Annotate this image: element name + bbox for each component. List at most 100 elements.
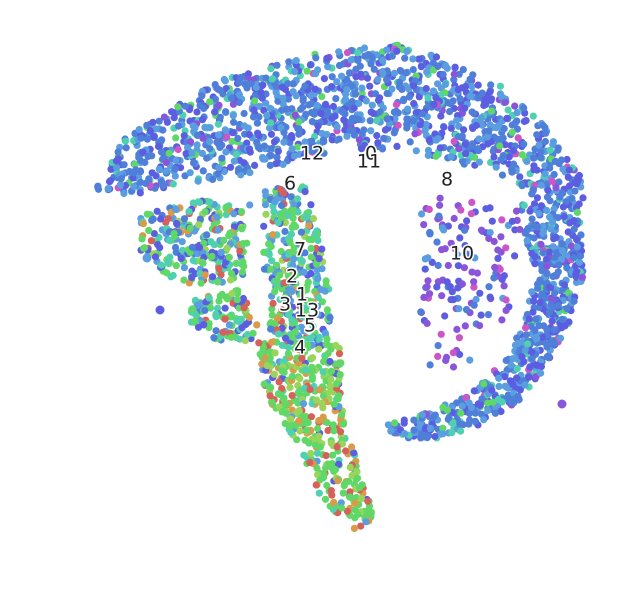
scatter-point (235, 98, 243, 107)
scatter-point (393, 47, 401, 55)
scatter-point (537, 369, 545, 377)
scatter-point (169, 180, 177, 188)
scatter-point (437, 330, 445, 338)
scatter-point (524, 340, 532, 348)
scatter-point (222, 108, 230, 116)
scatter-point (516, 173, 524, 181)
scatter-point (308, 373, 316, 381)
scatter-point (535, 209, 543, 218)
scatter-point (282, 105, 290, 113)
scatter-point (135, 153, 143, 161)
scatter-point (328, 114, 336, 122)
scatter-point (286, 286, 294, 294)
scatter-point (220, 75, 228, 84)
scatter-point (403, 124, 411, 132)
scatter-point (409, 55, 417, 63)
scatter-point (318, 93, 326, 101)
scatter-point (150, 230, 158, 238)
scatter-point (244, 124, 252, 132)
scatter-point (238, 225, 246, 233)
scatter-point (560, 281, 569, 289)
scatter-point (424, 277, 432, 285)
scatter-point (433, 283, 441, 291)
scatter-point (189, 256, 197, 265)
scatter-point (237, 171, 245, 179)
scatter-point (343, 49, 352, 57)
scatter-point (190, 159, 198, 167)
scatter-point (450, 214, 458, 223)
scatter-point (513, 109, 521, 117)
scatter-point (392, 101, 400, 109)
scatter-point (298, 257, 306, 265)
scatter-point (531, 253, 539, 261)
scatter-point (559, 189, 567, 197)
scatter-point (321, 329, 329, 337)
scatter-point (335, 48, 343, 56)
scatter-point (316, 386, 324, 394)
scatter-point (288, 372, 296, 380)
scatter-point (298, 354, 306, 362)
scatter-point (579, 194, 587, 202)
scatter-point (243, 84, 251, 92)
scatter-point (322, 340, 330, 348)
scatter-point (471, 417, 479, 425)
scatter-point (245, 145, 253, 153)
scatter-point (367, 60, 375, 68)
scatter-point (355, 116, 363, 124)
scatter-point (205, 138, 214, 146)
scatter-point (338, 410, 346, 419)
scatter-point (441, 312, 449, 320)
scatter-point (288, 224, 296, 232)
scatter-point (417, 63, 425, 71)
scatter-point (422, 85, 430, 93)
scatter-point (273, 153, 281, 161)
scatter-point (94, 182, 102, 190)
scatter-point (512, 207, 521, 215)
scatter-point (538, 290, 546, 298)
scatter-point (565, 166, 574, 174)
scatter-point (271, 198, 279, 206)
scatter-point (218, 154, 226, 162)
scatter-point (172, 156, 180, 164)
scatter-point (418, 210, 426, 218)
cluster-label: 2 (286, 266, 298, 288)
scatter-point (513, 365, 521, 373)
scatter-point (305, 439, 313, 447)
scatter-point (151, 253, 160, 261)
scatter-point (478, 410, 486, 418)
scatter-point (363, 507, 371, 515)
scatter-point (532, 315, 540, 323)
scatter-point (260, 142, 268, 150)
scatter-point (278, 306, 286, 314)
scatter-point (250, 106, 258, 114)
scatter-point (338, 440, 346, 448)
scatter-point (417, 308, 425, 316)
scatter-point (529, 186, 537, 194)
scatter-point (268, 398, 276, 406)
scatter-point (294, 124, 302, 132)
scatter-point (546, 146, 554, 154)
cluster-label: 11 (357, 151, 381, 173)
scatter-point (330, 498, 338, 506)
scatter-point (439, 430, 447, 438)
scatter-point (290, 255, 298, 263)
scatter-point (443, 278, 451, 286)
scatter-point-outlier (142, 253, 152, 263)
scatter-point (509, 147, 518, 155)
scatter-point (477, 114, 485, 122)
scatter-point (434, 135, 442, 143)
scatter-point (455, 305, 463, 313)
scatter-point (573, 208, 582, 216)
scatter-point (470, 283, 478, 291)
scatter-point (497, 407, 505, 416)
scatter-point (441, 80, 449, 88)
scatter-point (447, 100, 455, 108)
scatter-point (351, 499, 359, 507)
scatter-point (188, 149, 196, 157)
scatter-point (267, 265, 275, 273)
scatter-point (318, 129, 326, 138)
scatter-point (530, 234, 538, 242)
scatter-point (462, 150, 470, 158)
scatter-point (157, 261, 166, 269)
scatter-point (225, 321, 233, 329)
